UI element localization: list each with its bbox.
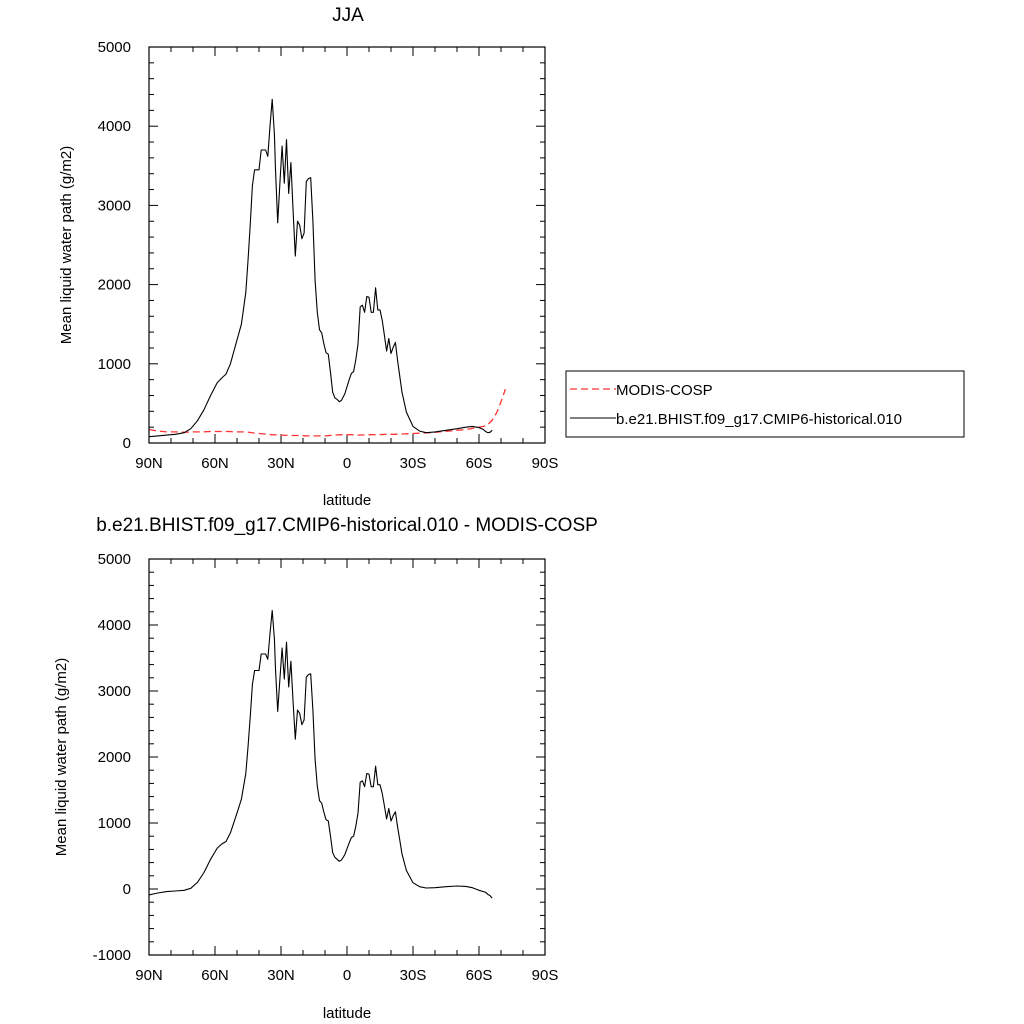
legend-entry-modis: MODIS-COSP — [616, 382, 713, 399]
chart-difference: b.e21.BHIST.f09_g17.CMIP6-historical.010… — [53, 515, 598, 1022]
x-axis-label: latitude — [323, 1005, 371, 1022]
y-tick-label: -1000 — [93, 947, 131, 964]
x-tick-label: 60N — [201, 967, 229, 984]
series-line-model — [148, 609, 493, 899]
x-tick-label: 0 — [343, 967, 351, 984]
y-tick-label: 5000 — [98, 551, 131, 568]
tick-labels: 90N 60N 30N 0 30S 60S 90S -1000 0 1000 2000 3000 400… — [93, 551, 559, 984]
x-tick-label: 60S — [466, 967, 493, 984]
legend-entry-model: b.e21.BHIST.f09_g17.CMIP6-historical.010 — [616, 411, 902, 428]
x-tick-label: 90N — [135, 455, 163, 472]
y-tick-label: 4000 — [98, 118, 131, 135]
series-line-modis — [148, 388, 507, 437]
x-tick-label: 30N — [267, 455, 295, 472]
chart-title: b.e21.BHIST.f09_g17.CMIP6-historical.010… — [96, 515, 598, 536]
x-axis-label: latitude — [323, 492, 371, 509]
x-tick-label: 60N — [201, 455, 229, 472]
plot-area — [148, 98, 507, 438]
tick-marks — [148, 558, 546, 956]
y-tick-label: 3000 — [98, 683, 131, 700]
y-axis-label: Mean liquid water path (g/m2) — [53, 658, 70, 856]
y-tick-label: 0 — [123, 881, 131, 898]
x-tick-label: 30N — [267, 967, 295, 984]
x-tick-label: 90S — [532, 455, 559, 472]
x-tick-label: 30S — [400, 455, 427, 472]
x-tick-label: 30S — [400, 967, 427, 984]
y-tick-label: 1000 — [98, 356, 131, 373]
x-tick-label: 90N — [135, 967, 163, 984]
y-tick-label: 2000 — [98, 749, 131, 766]
series-line-model — [148, 98, 493, 438]
tick-labels: 90N 60N 30N 0 30S 60S 90S 0 1000 2000 3000 4000 5000 — [98, 39, 559, 472]
legend: MODIS-COSP b.e21.BHIST.f09_g17.CMIP6-his… — [565, 370, 965, 438]
plot-frame — [148, 558, 546, 956]
legend-box — [565, 370, 965, 438]
y-tick-label: 1000 — [98, 815, 131, 832]
chart-title: JJA — [332, 5, 364, 26]
plot-frame — [148, 46, 546, 444]
y-axis-label: Mean liquid water path (g/m2) — [58, 146, 75, 344]
x-tick-label: 60S — [466, 455, 493, 472]
chart-jja: JJA 90N 60N 30N 0 30S 60S 90S 0 1000 2000 3000 4000… — [58, 5, 965, 509]
plot-area — [148, 609, 493, 899]
y-tick-label: 4000 — [98, 617, 131, 634]
y-tick-label: 0 — [123, 435, 131, 452]
y-tick-label: 3000 — [98, 197, 131, 214]
x-tick-label: 0 — [343, 455, 351, 472]
y-tick-label: 2000 — [98, 277, 131, 294]
x-tick-label: 90S — [532, 967, 559, 984]
tick-marks — [148, 46, 546, 444]
y-tick-label: 5000 — [98, 39, 131, 56]
